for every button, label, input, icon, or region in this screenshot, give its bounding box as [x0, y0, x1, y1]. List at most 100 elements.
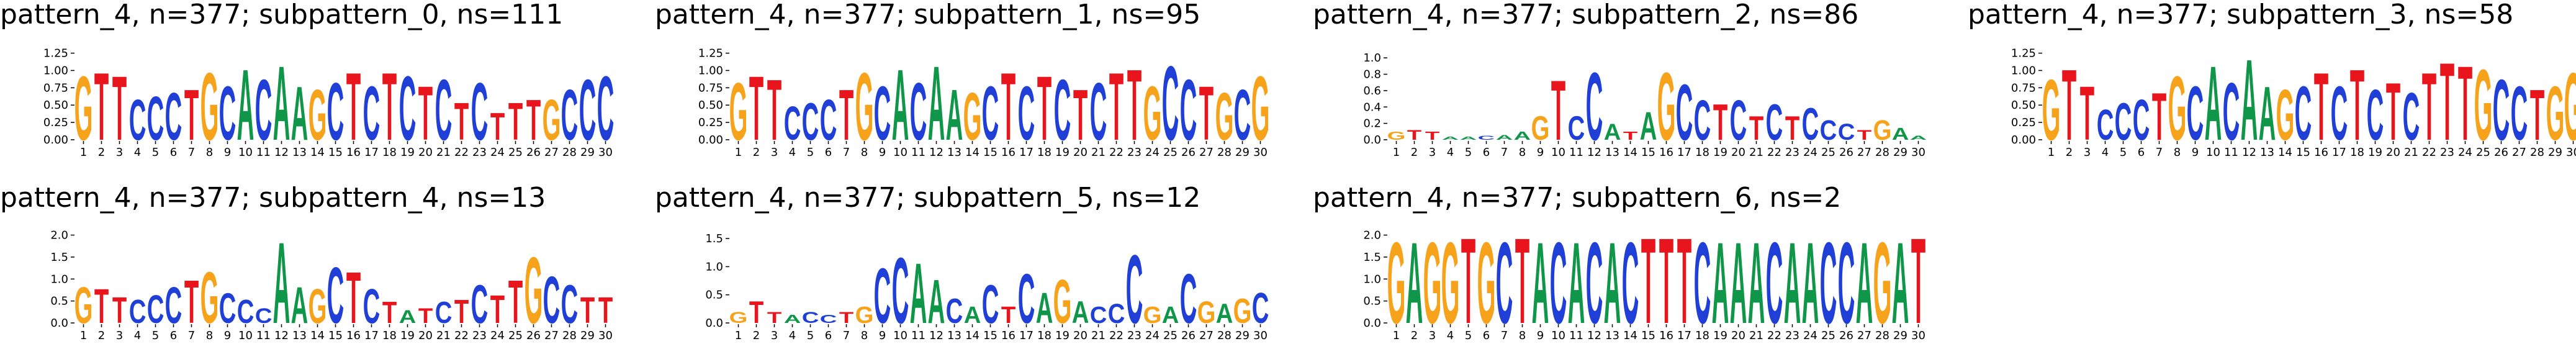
x-tick-label: 13 — [292, 146, 307, 159]
logo-letter: T — [2440, 40, 2454, 164]
x-tick-label: 17 — [1019, 329, 1034, 342]
x-tick-label: 27 — [1199, 329, 1214, 342]
logo-letter: C — [1622, 218, 1639, 348]
logo-letter: C — [1162, 45, 1179, 163]
x-tick-label: 15 — [1641, 329, 1655, 342]
logo-letter: C — [982, 71, 999, 157]
logo-letter: C — [1586, 53, 1603, 161]
x-tick-label: 20 — [1731, 329, 1745, 342]
y-tick-label: 0.00 — [43, 134, 68, 147]
chart-title: pattern_4, n=377; subpattern_0, ns=111 — [0, 0, 563, 30]
logo-letter: C — [1766, 94, 1783, 151]
x-tick-label: 19 — [1055, 146, 1070, 159]
y-tick-label: 2.0 — [50, 229, 68, 242]
logo-letter: G — [74, 57, 93, 159]
x-tick-label: 22 — [454, 146, 469, 159]
y-tick-label: 2.0 — [1363, 229, 1381, 242]
logo-letter: T — [418, 71, 433, 157]
x-tick-label: 6 — [1483, 329, 1490, 342]
x-tick-label: 23 — [472, 329, 487, 342]
y-tick-label: 0.00 — [2011, 134, 2036, 147]
x-tick-label: 25 — [1163, 329, 1178, 342]
logo-letter: A — [1604, 218, 1621, 348]
logo-letter: C — [1568, 109, 1585, 148]
logo-letter: C — [435, 296, 453, 330]
y-tick-label: 0.50 — [43, 99, 68, 112]
logo-letter: C — [2331, 71, 2348, 157]
logo-letter: C — [1586, 218, 1603, 348]
x-tick-label: 20 — [418, 146, 433, 159]
logo-letter: C — [1496, 218, 1513, 348]
logo-letter: T — [749, 57, 763, 159]
x-tick-label: 30 — [2566, 146, 2576, 159]
x-tick-label: 23 — [472, 146, 487, 159]
x-tick-label: 5 — [152, 146, 159, 159]
x-tick-label: 12 — [274, 146, 289, 159]
x-tick-label: 2 — [1411, 329, 1418, 342]
logo-letter: C — [255, 304, 272, 328]
logo-letter: C — [1054, 61, 1071, 158]
logo-letter: A — [2259, 71, 2276, 157]
logo-letter: C — [2403, 79, 2420, 155]
x-tick-label: 29 — [1235, 146, 1250, 159]
x-tick-label: 22 — [454, 329, 469, 342]
chart-title: pattern_4, n=377; subpattern_5, ns=12 — [655, 182, 1200, 214]
logo-letter: T — [1713, 94, 1727, 151]
logo-letter: A — [964, 302, 981, 329]
x-tick-label: 3 — [116, 146, 123, 159]
y-tick-label: 1.25 — [2011, 47, 2036, 60]
logo-letter: C — [543, 263, 561, 338]
logo-letter: T — [1515, 212, 1529, 348]
x-tick-label: 17 — [1677, 329, 1691, 342]
y-tick-label: 0.00 — [698, 134, 723, 147]
y-tick-label: 0.5 — [50, 295, 68, 308]
x-tick-label: 7 — [843, 146, 850, 159]
logo-letter: T — [454, 92, 469, 151]
x-tick-label: 5 — [2120, 146, 2127, 159]
x-tick-label: 9 — [224, 329, 231, 342]
logo-letter: G — [1251, 57, 1270, 159]
logo-letter: T — [1109, 53, 1124, 160]
x-tick-label: 21 — [1749, 146, 1763, 159]
x-tick-label: 3 — [1429, 329, 1436, 342]
logo-letter: C — [2133, 89, 2150, 153]
y-tick-label: 1.0 — [50, 273, 68, 286]
y-tick-label: 1.0 — [1363, 273, 1381, 286]
y-tick-label: 0.4 — [1363, 101, 1381, 114]
x-tick-label: 4 — [789, 329, 796, 342]
logo-letter: T — [749, 296, 763, 330]
x-tick-label: 14 — [965, 146, 980, 159]
x-tick-label: 20 — [2386, 146, 2400, 159]
logo-letter: C — [802, 92, 819, 151]
x-tick-label: 4 — [2102, 146, 2109, 159]
x-tick-label: 3 — [116, 329, 123, 342]
x-tick-label: 6 — [825, 329, 832, 342]
x-tick-label: 15 — [328, 146, 343, 159]
x-tick-label: 1 — [1393, 146, 1400, 159]
logo-letter: T — [508, 268, 523, 336]
x-tick-label: 28 — [1217, 329, 1232, 342]
logo-letter: C — [1180, 61, 1197, 158]
x-tick-label: 15 — [328, 329, 343, 342]
logo-letter: A — [2205, 45, 2222, 163]
x-tick-label: 24 — [1145, 146, 1160, 159]
x-tick-label: 17 — [2332, 146, 2346, 159]
logo-letter: T — [454, 293, 469, 330]
logo-letter: T — [767, 309, 782, 326]
logo-letter: T — [112, 57, 127, 159]
logo-letter: G — [1873, 114, 1892, 146]
x-tick-label: 2 — [1411, 146, 1418, 159]
logo-letter: T — [1641, 212, 1655, 348]
x-tick-label: 29 — [580, 146, 595, 159]
x-tick-label: 1 — [80, 329, 87, 342]
x-tick-label: 21 — [436, 329, 451, 342]
logo-letter: C — [1694, 218, 1711, 348]
logo-letter: T — [1425, 130, 1439, 142]
y-tick-label: 1.5 — [50, 251, 68, 264]
logo-letter: A — [1532, 218, 1549, 348]
y-tick-label: 0.0 — [50, 317, 68, 330]
logo-letter: C — [910, 65, 927, 157]
x-tick-label: 8 — [206, 146, 213, 159]
logo-letter: A — [1406, 218, 1423, 348]
chart-title: pattern_4, n=377; subpattern_2, ns=86 — [1313, 0, 1858, 30]
